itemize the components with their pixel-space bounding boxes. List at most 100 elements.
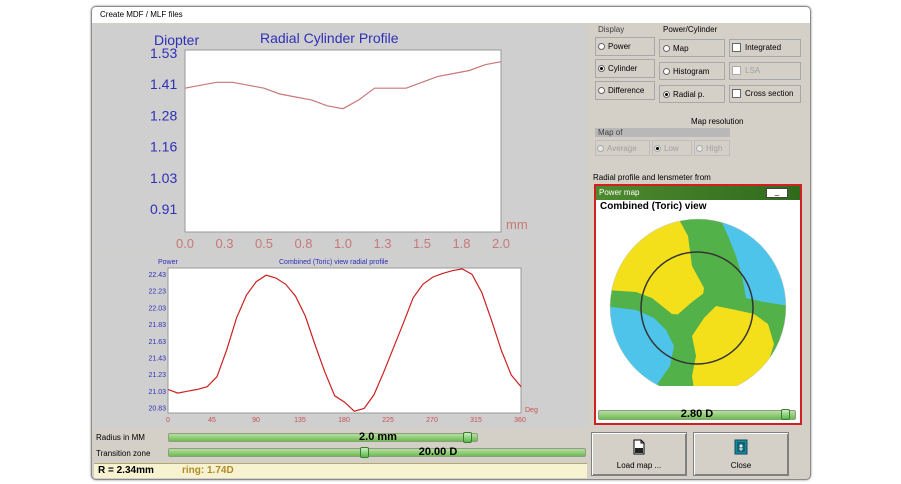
top-chart-panel: Diopter Radial Cylinder Profile 1.53 1.41… — [94, 24, 587, 253]
pc-map-radio[interactable]: Map — [663, 44, 689, 53]
checkbox-label: Cross section — [745, 89, 794, 98]
res-box-3 — [694, 140, 730, 156]
bottom-chart-ylabel: Power — [158, 259, 179, 266]
bottom-x-tick-label: 45 — [208, 417, 216, 424]
map-blue-region — [718, 219, 786, 306]
display-option-box-3 — [595, 81, 655, 100]
top-chart-xunit: mm — [506, 217, 528, 232]
top-y-tick-label: 1.03 — [150, 170, 177, 186]
top-x-tick-label: 1.3 — [373, 236, 391, 251]
display-option-box-2 — [595, 59, 655, 78]
top-x-tick-label: 1.8 — [452, 236, 470, 251]
transition-label: Transition zone — [96, 449, 151, 458]
checkbox-label: LSA — [745, 66, 761, 75]
bottom-y-tick-label: 21.03 — [148, 389, 166, 396]
toric-profile-series-line — [167, 268, 522, 412]
radio-dot-selected — [598, 65, 605, 72]
res-high-radio[interactable]: High — [696, 144, 722, 153]
document-icon — [633, 439, 645, 455]
radio-dot — [696, 145, 703, 152]
radio-label: Histogram — [673, 67, 710, 76]
bottom-x-tick-label: 360 — [514, 417, 526, 424]
radio-dot — [663, 45, 670, 52]
radio-dot-selected — [654, 145, 661, 152]
bottom-y-tick-label: 21.43 — [148, 356, 166, 363]
top-chart-ylabel: Diopter — [154, 32, 199, 48]
close-button[interactable]: Close — [693, 432, 789, 476]
top-x-tick-label: 2.0 — [492, 236, 510, 251]
bottom-y-tick-label: 21.83 — [148, 322, 166, 329]
top-x-tick-label: 1.5 — [413, 236, 431, 251]
radio-dot-selected — [663, 91, 670, 98]
display-group-label: Display — [598, 25, 625, 34]
radio-label: Cylinder — [608, 64, 638, 73]
power-map-slider-thumb[interactable] — [781, 409, 790, 420]
top-y-tick-label: 1.41 — [150, 76, 177, 92]
map-of-label: Map of — [598, 128, 623, 137]
transition-slider[interactable]: 20.00 D — [168, 446, 586, 459]
map-resolution-label: Map resolution — [691, 117, 744, 126]
top-y-tick-label: 1.16 — [150, 139, 177, 155]
radius-slider-value: 2.0 mm — [359, 431, 397, 443]
res-box-2 — [652, 140, 692, 156]
status-ring: ring: 1.74D — [182, 465, 234, 476]
window-title: Create MDF / MLF files — [92, 7, 810, 23]
pc-radial-radio[interactable]: Radial p. — [663, 90, 705, 99]
transition-slider-track — [168, 448, 586, 457]
bottom-y-tick-label: 22.43 — [148, 272, 166, 279]
pc-histogram-radio[interactable]: Histogram — [663, 67, 709, 76]
integrated-checkbox[interactable]: Integrated — [732, 43, 781, 52]
bottom-x-tick-label: 270 — [426, 417, 438, 424]
toric-radial-profile-chart: Power Combined (Toric) view radial profi… — [148, 259, 538, 424]
power-map-slider-track — [598, 410, 796, 420]
power-map-view-title: Combined (Toric) view — [600, 201, 707, 212]
bottom-y-tick-label: 20.83 — [148, 406, 166, 413]
status-radius: R = 2.34mm — [98, 465, 154, 476]
map-of-bar — [595, 128, 730, 137]
power-map-minimize-button[interactable]: _ — [766, 188, 788, 198]
map-outline — [609, 218, 787, 386]
bottom-x-tick-label: 180 — [338, 417, 350, 424]
transition-slider-value: 20.00 D — [418, 446, 458, 458]
top-x-tick-label: 0.3 — [215, 236, 233, 251]
radius-slider-track — [168, 433, 478, 442]
res-low-radio[interactable]: Low — [654, 144, 679, 153]
display-power-radio[interactable]: Power — [598, 42, 631, 51]
power-map-header: Power map _ — [596, 186, 800, 200]
radius-slider-thumb[interactable] — [463, 432, 472, 443]
radio-dot — [663, 68, 670, 75]
bottom-x-tick-label: 0 — [166, 417, 170, 424]
lsa-checkbox[interactable]: LSA — [732, 66, 760, 75]
pc-option-box-2 — [659, 62, 725, 80]
load-map-label: Load map ... — [616, 461, 662, 470]
bottom-x-tick-label: 225 — [382, 417, 394, 424]
top-x-tick-label: 0.5 — [255, 236, 273, 251]
power-cylinder-group-label: Power/Cylinder — [663, 25, 718, 34]
bottom-chart-xunit: Deg — [525, 407, 538, 414]
power-map-slider[interactable]: 2.80 D — [598, 408, 796, 421]
radio-label: Difference — [608, 86, 645, 95]
bottom-x-tick-label: 90 — [252, 417, 260, 424]
radio-label: High — [706, 144, 723, 153]
radio-label: Low — [664, 144, 679, 153]
checkbox-square — [732, 89, 741, 98]
bottom-controls: Radius in MM 2.0 mm Transition zone 20.0… — [94, 429, 587, 463]
load-map-button[interactable]: Load map ... — [591, 432, 687, 476]
transition-slider-thumb[interactable] — [360, 447, 369, 458]
display-difference-radio[interactable]: Difference — [598, 86, 644, 95]
cross-section-checkbox[interactable]: Cross section — [732, 89, 793, 98]
map-ring — [640, 251, 754, 365]
radius-slider[interactable]: 2.0 mm — [168, 431, 586, 444]
bottom-y-tick-label: 22.23 — [148, 289, 166, 296]
display-cylinder-radio[interactable]: Cylinder — [598, 64, 637, 73]
bottom-y-tick-label: 21.63 — [148, 339, 166, 346]
res-average-radio[interactable]: Average — [597, 144, 637, 153]
radio-label: Map — [673, 44, 689, 53]
top-x-tick-label: 0.8 — [294, 236, 312, 251]
checkbox-label: Integrated — [745, 43, 782, 52]
top-y-tick-label: 1.28 — [150, 107, 177, 123]
bottom-x-tick-label: 315 — [470, 417, 482, 424]
radial-profile-source-label: Radial profile and lensmeter from — [593, 173, 711, 182]
bottom-chart-panel: Power Combined (Toric) view radial profi… — [94, 254, 587, 428]
checkbox-square — [732, 43, 741, 52]
